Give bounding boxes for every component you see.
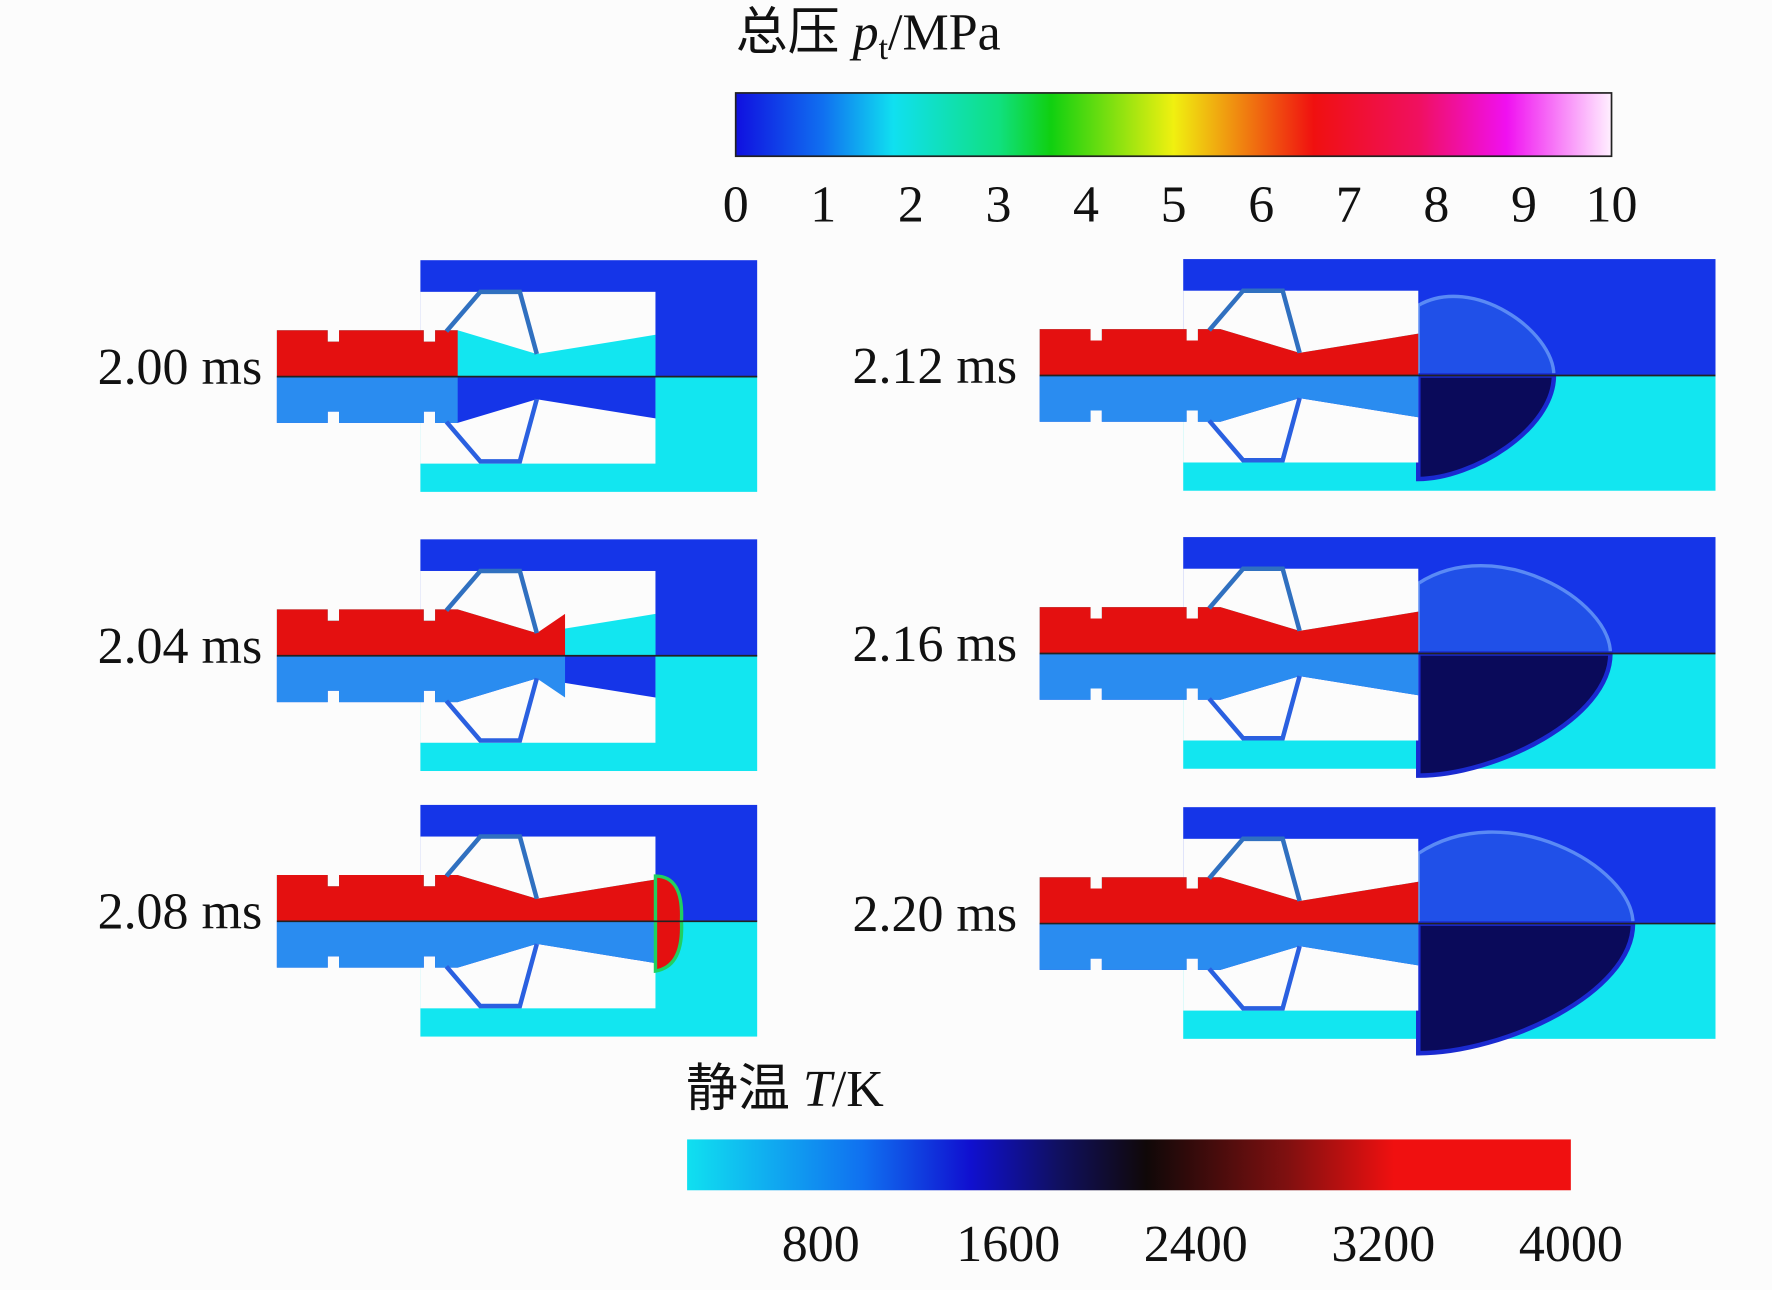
- nozzle-flow: [1039, 877, 1419, 924]
- nozzle-flow: [1039, 607, 1419, 654]
- tick-label: 3: [985, 176, 1011, 233]
- symbol: T: [803, 1061, 835, 1118]
- strut: [1207, 397, 1302, 463]
- plume-upper: [1416, 564, 1613, 656]
- tick-label: 1600: [956, 1216, 1060, 1273]
- time-label: 2.00 ms: [98, 339, 263, 396]
- strut: [444, 289, 539, 355]
- nozzle-flow: [1039, 653, 1419, 700]
- colorbar: [734, 92, 1613, 158]
- tick-label: 4000: [1519, 1216, 1623, 1273]
- time-label: 2.12 ms: [852, 338, 1017, 395]
- tick-label: 1: [810, 176, 836, 233]
- nozzle-flow: [276, 609, 566, 656]
- unit: /MPa: [888, 4, 1001, 61]
- colorbar-title: 静温 T/K: [686, 1061, 884, 1118]
- title-cn: 静温: [686, 1061, 790, 1118]
- contour-panel: [1039, 259, 1716, 491]
- tick-label: 3200: [1331, 1216, 1435, 1273]
- contour-panel: [1039, 537, 1716, 778]
- title-cn: 总压: [736, 4, 840, 61]
- nozzle-flow: [276, 655, 566, 703]
- nozzle-flow: [1039, 375, 1419, 422]
- contour-panel: [276, 260, 758, 492]
- tick-label: 5: [1161, 176, 1187, 233]
- nozzle-flow: [276, 874, 656, 922]
- tick-label: 6: [1248, 176, 1274, 233]
- colorbar: [687, 1139, 1571, 1191]
- tick-label: 800: [782, 1216, 860, 1273]
- unit: /K: [832, 1061, 884, 1118]
- strut: [1207, 675, 1302, 741]
- tick-label: 2400: [1144, 1216, 1248, 1273]
- time-label: 2.16 ms: [852, 616, 1017, 673]
- nozzle-flow: [1039, 329, 1419, 376]
- strut: [1207, 566, 1302, 632]
- tick-label: 2: [898, 176, 924, 233]
- strut: [1207, 945, 1302, 1011]
- strut: [444, 677, 539, 743]
- plume-lower: [1416, 651, 1613, 778]
- nozzle-flow: [276, 330, 458, 377]
- panels: [276, 259, 1716, 1056]
- nozzle-flow: [276, 376, 458, 423]
- strut: [444, 943, 539, 1009]
- plume-lower: [1416, 373, 1557, 482]
- tick-label: 0: [723, 176, 749, 233]
- tick-label: 10: [1586, 176, 1638, 233]
- contour-panel: [276, 539, 758, 772]
- plume-upper: [1416, 830, 1635, 926]
- bulge: [653, 874, 684, 974]
- strut: [1207, 288, 1302, 354]
- time-label: 2.04 ms: [98, 618, 263, 675]
- contour-panel: [276, 804, 758, 1037]
- tick-label: 7: [1336, 176, 1362, 233]
- colorbar-title: 总压 pt/MPa: [736, 4, 1001, 66]
- subscript: t: [879, 30, 889, 67]
- strut: [444, 398, 539, 464]
- nozzle-flow: [276, 921, 656, 968]
- nozzle-flow: [1039, 923, 1419, 970]
- tick-label: 4: [1073, 176, 1099, 233]
- time-label: 2.20 ms: [852, 886, 1017, 943]
- strut: [444, 568, 539, 634]
- contour-panel: [1039, 807, 1716, 1056]
- strut: [444, 834, 539, 900]
- strut: [1207, 836, 1302, 902]
- plume-lower: [1416, 921, 1636, 1056]
- symbol: p: [849, 4, 879, 61]
- tick-label: 8: [1423, 176, 1449, 233]
- tick-label: 9: [1511, 176, 1537, 233]
- time-label: 2.08 ms: [98, 884, 263, 941]
